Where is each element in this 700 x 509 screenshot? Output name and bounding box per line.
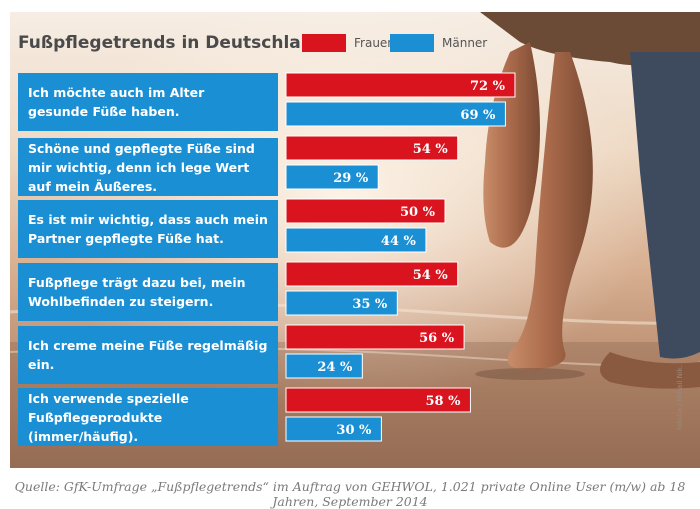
bar-maenner xyxy=(285,353,363,379)
photo-credit: fotolia / Mihail Nik. xyxy=(676,364,684,430)
page-title: Fußpflegetrends in Deutschland xyxy=(18,33,326,53)
value-label-maenner: 30 % xyxy=(336,423,372,438)
bar-frauen xyxy=(285,324,465,350)
legend-frauen-swatch xyxy=(302,34,346,52)
value-label-maenner: 69 % xyxy=(460,108,496,123)
bar-frauen xyxy=(285,387,471,413)
value-label-frauen: 72 % xyxy=(470,79,506,94)
bar-frauen xyxy=(285,198,446,224)
category-label: Schöne und gepflegte Füße sind mir wicht… xyxy=(18,138,278,196)
category-label: Ich verwende spezielle Fußpflegeprodukte… xyxy=(18,388,278,446)
category-label: Ich möchte auch im Alter gesunde Füße ha… xyxy=(18,73,278,131)
legend-maenner: Männer xyxy=(390,33,487,53)
category-label: Es ist mir wichtig, dass auch mein Partn… xyxy=(18,200,278,258)
value-label-frauen: 54 % xyxy=(413,142,449,157)
value-label-maenner: 35 % xyxy=(352,297,388,312)
value-label-maenner: 29 % xyxy=(333,171,369,186)
value-label-maenner: 24 % xyxy=(317,360,353,375)
value-label-frauen: 58 % xyxy=(425,394,461,409)
legend-maenner-label: Männer xyxy=(442,36,488,50)
category-label: Ich creme meine Füße regelmäßig ein. xyxy=(18,326,278,384)
bar-maenner xyxy=(285,416,382,442)
value-label-frauen: 50 % xyxy=(400,205,436,220)
bar-frauen xyxy=(285,72,516,98)
category-label: Fußpflege trägt dazu bei, mein Wohlbefin… xyxy=(18,263,278,321)
bar-maenner xyxy=(285,227,427,253)
legend-frauen: Frauen xyxy=(302,33,395,53)
bar-maenner xyxy=(285,101,506,127)
value-label-frauen: 54 % xyxy=(413,268,449,283)
bar-maenner xyxy=(285,164,379,190)
bar-frauen xyxy=(285,261,459,287)
source-note: Quelle: GfK-Umfrage „Fußpflegetrends“ im… xyxy=(14,479,686,509)
legend-frauen-label: Frauen xyxy=(354,36,395,50)
value-label-frauen: 56 % xyxy=(419,331,455,346)
bar-frauen xyxy=(285,135,459,161)
legend-maenner-swatch xyxy=(390,34,434,52)
value-label-maenner: 44 % xyxy=(381,234,417,249)
bar-maenner xyxy=(285,290,398,316)
